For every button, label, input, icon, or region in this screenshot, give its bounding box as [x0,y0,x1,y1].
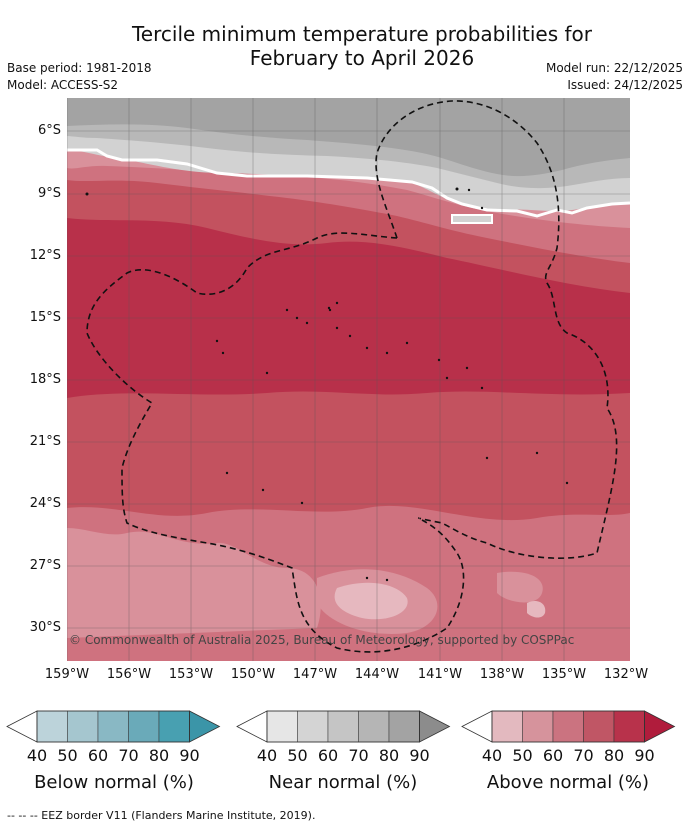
colorbar-tick-label: 80 [148,746,170,765]
latitude-label: 18°S [29,372,61,387]
colorbar-extend-high [189,710,221,743]
colorbar-tick-label: 40 [481,746,503,765]
latitude-label: 24°S [29,496,61,511]
colorbar-segment [583,710,615,743]
longitude-label: 132°W [603,667,649,682]
latitude-label: 9°S [37,186,61,201]
legend-title-below: Below normal (%) [34,772,194,793]
colorbar-segment [158,710,190,743]
map-title: Tercile minimum temperature probabilitie… [0,22,690,70]
colorbar-extend-high [419,710,451,743]
colorbar-segment [297,710,329,743]
latitude-label: 12°S [29,248,61,263]
colorbar-segment [266,710,298,743]
longitude-label: 141°W [417,667,463,682]
model-text: Model: ACCESS-S2 [7,78,119,92]
longitude-label: 156°W [106,667,152,682]
colorbar-tick-label: 90 [409,746,430,765]
colorbar-tick-label: 70 [348,746,369,765]
colorbar-segment [36,710,68,743]
latitude-label: 6°S [37,123,61,138]
longitude-label: 144°W [354,667,400,682]
colorbar-extend-low [236,710,268,743]
eez-borders [86,100,618,653]
longitude-label: 153°W [168,667,214,682]
colorbar-near [236,710,452,748]
eez-footnote: -- -- -- EEZ border V11 (Flanders Marine… [7,809,316,822]
colorbar-extend-low [461,710,493,743]
colorbar-segment [327,710,359,743]
latitude-label: 30°S [29,620,61,635]
region-above-40-south-2 [527,601,546,618]
colorbar-tick-label: 60 [87,746,109,765]
latitude-label: 27°S [29,558,61,573]
colorbar-segment [613,710,645,743]
graticule [67,98,630,661]
base-period-text: Base period: 1981-2018 [7,61,152,75]
colorbar-tick-label: 50 [512,746,533,765]
longitude-label: 135°W [541,667,587,682]
colorbar-tick-label: 70 [118,746,139,765]
region-above-50-south [67,528,321,638]
colorbar-above [461,710,677,748]
colorbar-tick-label: 50 [57,746,78,765]
longitude-label: 150°W [230,667,276,682]
longitude-label: 159°W [44,667,90,682]
colorbar-below [6,710,222,748]
legend-title-near: Near normal (%) [268,772,418,793]
region-above-50-south-3 [497,571,543,603]
island-patch [451,214,493,224]
map-copyright: © Commonwealth of Australia 2025, Bureau… [69,633,575,647]
colorbar-segment [358,710,390,743]
colorbar-segment [388,710,420,743]
model-run-text: Model run: 22/12/2025 [545,61,683,75]
colorbar-tick-label: 60 [542,746,564,765]
eez-border-cook-islands [86,232,465,653]
region-near-normal-dark [67,98,630,177]
title-line-1: Tercile minimum temperature probabilitie… [131,22,593,46]
colorbar-segment [522,710,554,743]
title-line-2: February to April 2026 [249,46,475,70]
probability-map: © Commonwealth of Australia 2025, Bureau… [67,98,630,661]
region-above-40-south [334,582,408,620]
colorbar-tick-label: 40 [256,746,278,765]
colorbar-extend-high [644,710,676,743]
colorbar-tick-label: 80 [603,746,625,765]
colorbar-tick-label: 60 [317,746,339,765]
issued-text: Issued: 24/12/2025 [567,78,683,92]
colorbar-segment [552,710,584,743]
latitude-label: 15°S [29,310,61,325]
colorbar-tick-label: 40 [26,746,48,765]
colorbar-tick-label: 90 [634,746,655,765]
near-normal-boundary [67,148,630,218]
latitude-label: 21°S [29,434,61,449]
colorbar-segment [97,710,129,743]
colorbar-segment [67,710,99,743]
colorbar-tick-label: 50 [287,746,308,765]
colorbar-segment [128,710,160,743]
legend-title-above: Above normal (%) [486,772,650,793]
colorbar-tick-label: 70 [573,746,594,765]
colorbar-tick-label: 80 [378,746,400,765]
longitude-label: 147°W [292,667,338,682]
islands [85,187,569,582]
region-above-60-north [67,143,630,263]
colorbar-segment [491,710,523,743]
colorbar-extend-low [6,710,38,743]
colorbar-tick-label: 90 [179,746,200,765]
longitude-label: 138°W [479,667,525,682]
